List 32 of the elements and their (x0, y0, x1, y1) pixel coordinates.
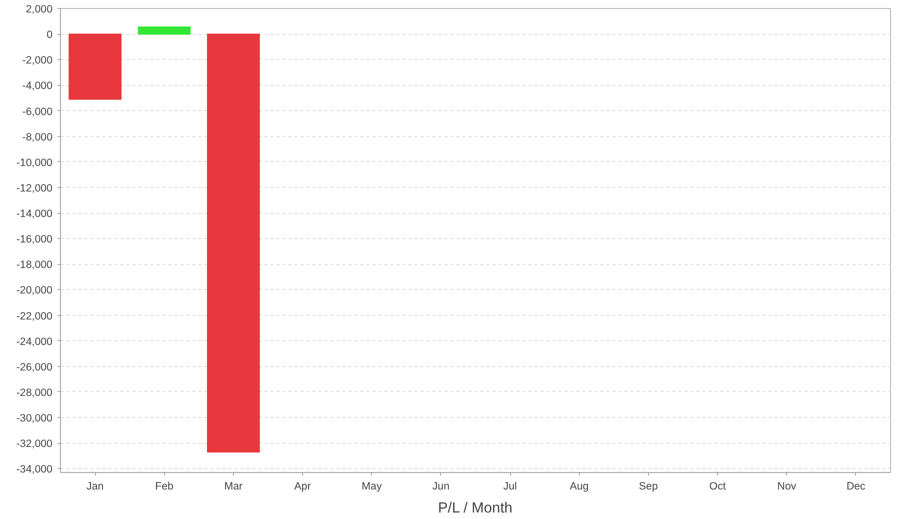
x-tick-label: Nov (777, 480, 797, 492)
y-tick-label: -22,000 (16, 310, 53, 322)
y-tick-label: -30,000 (16, 412, 53, 425)
x-tick-label: Mar (224, 480, 244, 492)
y-tick-label: -14,000 (16, 208, 53, 220)
y-tick-label: -32,000 (16, 438, 53, 450)
y-tick-label: -28,000 (16, 386, 53, 399)
y-tick-label: -26,000 (16, 361, 53, 374)
x-tick-label: May (362, 480, 382, 492)
x-tick-label: Dec (846, 480, 866, 492)
y-tick-label: -2,000 (22, 54, 53, 67)
y-tick-label: 0 (46, 29, 53, 42)
x-tick-label: Apr (294, 480, 312, 492)
y-tick-label: 2,000 (26, 4, 53, 16)
y-tick-label: -4,000 (22, 80, 53, 92)
y-tick-label: -16,000 (16, 234, 53, 246)
y-tick-label: -24,000 (16, 336, 53, 348)
x-tick-label: Jun (432, 480, 450, 492)
x-tick-label: Aug (570, 480, 589, 492)
y-tick-label: -8,000 (22, 131, 53, 144)
x-axis-title: P/L / Month (438, 500, 512, 516)
x-tick-label: Sep (638, 480, 658, 492)
y-tick-label: -12,000 (16, 182, 53, 194)
y-tick-label: -18,000 (16, 259, 53, 272)
y-tick-label: -34,000 (16, 464, 53, 476)
x-tick-label: Jul (503, 480, 517, 492)
x-tick-label: Feb (155, 480, 174, 492)
y-tick-label: -6,000 (22, 106, 53, 118)
x-tick-label: Oct (709, 480, 726, 492)
x-tick-label: Jan (86, 480, 104, 492)
y-tick-label: -20,000 (16, 284, 53, 297)
y-tick-label: -10,000 (16, 156, 53, 169)
